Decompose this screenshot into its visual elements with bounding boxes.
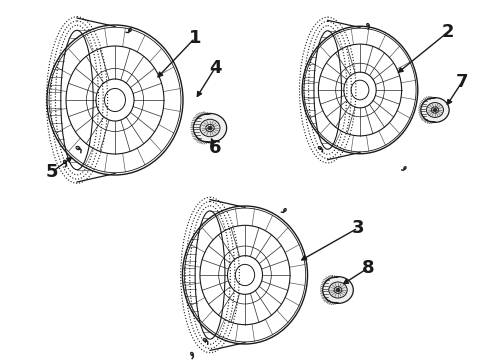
Text: 8: 8 <box>362 259 374 277</box>
Ellipse shape <box>421 98 449 122</box>
Ellipse shape <box>432 107 439 113</box>
Text: 5: 5 <box>46 163 58 181</box>
Ellipse shape <box>200 119 220 137</box>
Text: 3: 3 <box>352 219 364 237</box>
Ellipse shape <box>329 282 347 298</box>
Text: 4: 4 <box>209 59 221 77</box>
Text: 1: 1 <box>189 29 201 47</box>
Text: 6: 6 <box>209 139 221 157</box>
Ellipse shape <box>194 113 227 143</box>
Text: 2: 2 <box>442 23 454 41</box>
Ellipse shape <box>433 108 437 112</box>
Text: 7: 7 <box>456 73 468 91</box>
Ellipse shape <box>334 287 342 293</box>
Ellipse shape <box>206 124 214 132</box>
Ellipse shape <box>426 103 443 117</box>
Ellipse shape <box>208 126 212 130</box>
Ellipse shape <box>336 288 340 292</box>
Ellipse shape <box>323 276 353 303</box>
